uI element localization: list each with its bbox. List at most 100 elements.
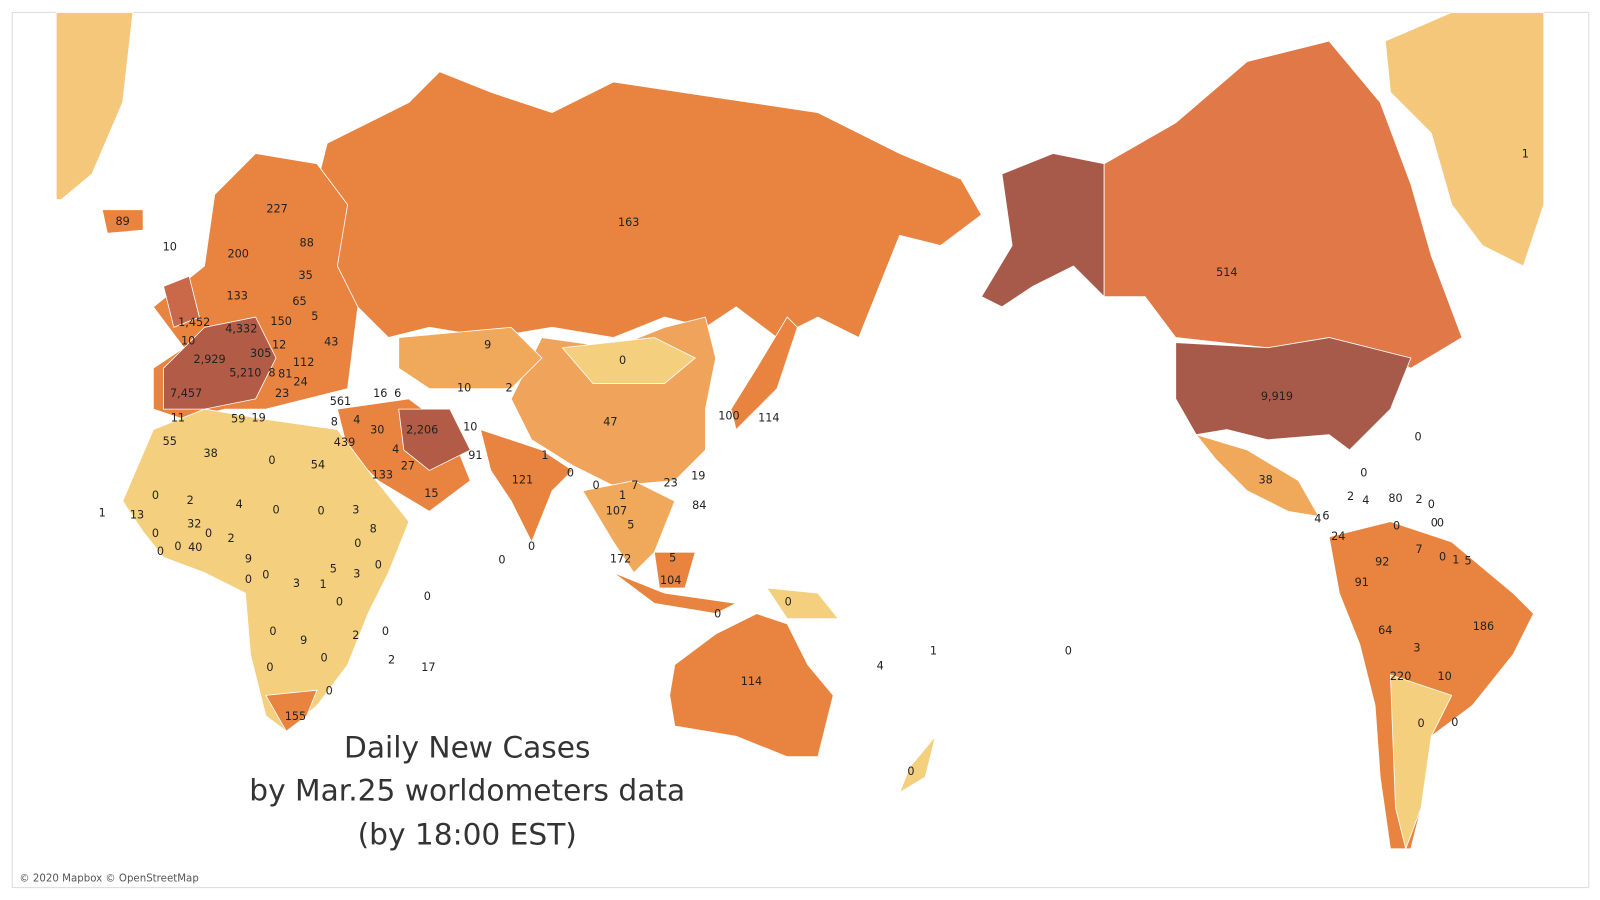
value-label: 0	[354, 537, 361, 550]
value-label: 0	[321, 652, 328, 665]
value-label: 2	[227, 532, 234, 545]
value-label: 4	[877, 660, 884, 673]
value-label: 2	[187, 494, 194, 507]
value-label: 1	[99, 506, 106, 519]
value-label: 133	[372, 469, 393, 482]
value-label: 0	[336, 595, 343, 608]
value-label: 227	[266, 203, 287, 216]
value-label: 3	[1413, 641, 1420, 654]
value-label: 1	[619, 489, 626, 502]
value-label: 24	[1331, 530, 1345, 543]
value-label: 121	[512, 474, 533, 487]
value-label: 0	[567, 467, 574, 480]
value-label: 133	[226, 290, 247, 303]
value-label: 155	[285, 710, 306, 723]
new-guinea	[765, 587, 840, 620]
value-label: 0	[424, 590, 431, 603]
value-label: 100	[718, 409, 739, 422]
value-label: 6	[1322, 509, 1329, 522]
value-label: 0	[1065, 644, 1072, 657]
value-label: 2,206	[406, 424, 438, 437]
greenland-east	[1384, 12, 1545, 267]
value-label: 8	[268, 366, 275, 379]
value-label: 0	[152, 527, 159, 540]
value-label: 4	[392, 443, 399, 456]
value-label: 561	[330, 395, 351, 408]
value-label: 0	[592, 479, 599, 492]
value-label: 84	[692, 499, 706, 512]
value-label: 114	[758, 411, 779, 424]
value-label: 0	[1360, 467, 1367, 480]
value-label: 0	[152, 489, 159, 502]
russia	[316, 71, 983, 339]
value-label: 1	[930, 644, 937, 657]
value-label: 0	[1439, 550, 1446, 563]
value-label: 92	[1375, 555, 1389, 568]
value-label: 64	[1378, 624, 1392, 637]
value-label: 150	[270, 315, 291, 328]
value-label: 4,332	[225, 322, 257, 335]
argentina	[1389, 674, 1453, 851]
value-label: 186	[1473, 620, 1494, 633]
value-label: 0	[907, 765, 914, 778]
value-label: 3	[352, 503, 359, 516]
value-label: 23	[275, 387, 289, 400]
value-label: 17	[421, 661, 435, 674]
value-label: 9	[484, 339, 491, 352]
value-label: 0	[272, 503, 279, 516]
value-label: 3	[293, 577, 300, 590]
new-zealand	[898, 736, 936, 794]
value-label: 5	[311, 310, 318, 323]
value-label: 35	[299, 269, 313, 282]
value-label: 0	[1437, 517, 1444, 530]
greenland-west	[55, 12, 134, 200]
value-label: 0	[205, 527, 212, 540]
value-label: 65	[292, 295, 306, 308]
value-label: 16	[373, 387, 387, 400]
australia	[669, 613, 834, 758]
value-label: 4	[353, 413, 360, 426]
borneo	[653, 551, 696, 589]
value-label: 9	[300, 634, 307, 647]
mexico	[1195, 433, 1320, 517]
value-label: 114	[741, 675, 762, 688]
value-label: 24	[293, 376, 307, 389]
value-label: 0	[1431, 517, 1438, 530]
value-label: 54	[311, 458, 325, 471]
value-label: 0	[1393, 520, 1400, 533]
value-label: 88	[300, 236, 314, 249]
value-label: 81	[278, 367, 292, 380]
value-label: 10	[457, 382, 471, 395]
value-label: 7,457	[170, 387, 202, 400]
value-label: 4	[1314, 513, 1321, 526]
value-label: 0	[1428, 498, 1435, 511]
value-label: 0	[157, 545, 164, 558]
value-label: 0	[382, 625, 389, 638]
indonesia	[582, 551, 738, 615]
value-label: 38	[203, 447, 217, 460]
value-label: 0	[498, 553, 505, 566]
value-label: 4	[236, 498, 243, 511]
value-label: 0	[317, 504, 324, 517]
title-line: Daily New Cases	[344, 730, 590, 765]
value-label: 43	[324, 336, 338, 349]
value-label: 514	[1216, 266, 1237, 279]
kazakhstan	[398, 326, 543, 390]
value-label: 19	[252, 411, 266, 424]
value-label: 7	[1415, 543, 1422, 556]
value-label: 91	[468, 449, 482, 462]
value-label: 2	[352, 629, 359, 642]
value-label: 32	[187, 518, 201, 531]
iceland	[101, 209, 144, 234]
value-label: 2	[506, 382, 513, 395]
value-label: 10	[163, 241, 177, 254]
value-label: 0	[269, 625, 276, 638]
value-label: 27	[401, 459, 415, 472]
value-label: 15	[424, 487, 438, 500]
value-label: 220	[1390, 670, 1411, 683]
value-label: 40	[188, 541, 202, 554]
value-label: 1	[1452, 553, 1459, 566]
value-label: 0	[785, 595, 792, 608]
